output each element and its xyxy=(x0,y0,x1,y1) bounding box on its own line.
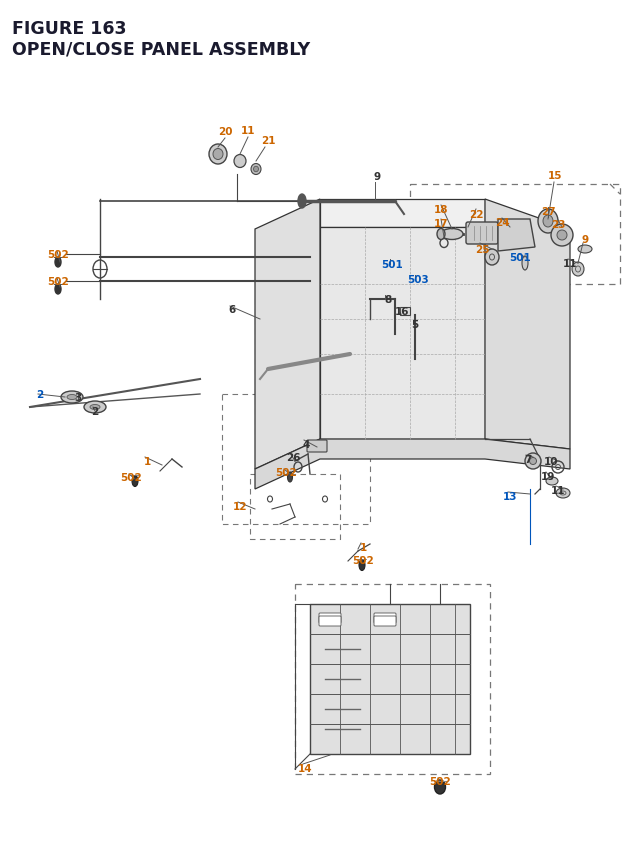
Ellipse shape xyxy=(287,473,292,482)
Text: 12: 12 xyxy=(233,501,247,511)
Text: 1: 1 xyxy=(360,542,367,553)
FancyBboxPatch shape xyxy=(307,441,327,453)
Text: 11: 11 xyxy=(563,258,577,269)
Text: OPEN/CLOSE PANEL ASSEMBLY: OPEN/CLOSE PANEL ASSEMBLY xyxy=(12,40,310,58)
Text: 502: 502 xyxy=(47,250,69,260)
Ellipse shape xyxy=(522,257,528,270)
Polygon shape xyxy=(320,200,485,228)
Text: 2: 2 xyxy=(36,389,44,400)
Polygon shape xyxy=(498,220,535,251)
Polygon shape xyxy=(255,439,570,489)
Text: 14: 14 xyxy=(298,763,312,773)
Text: 502: 502 xyxy=(352,555,374,566)
Ellipse shape xyxy=(213,149,223,160)
Ellipse shape xyxy=(359,560,365,571)
Ellipse shape xyxy=(572,263,584,276)
Polygon shape xyxy=(485,200,570,449)
Text: 22: 22 xyxy=(468,210,483,220)
Ellipse shape xyxy=(557,231,567,241)
Text: 21: 21 xyxy=(260,136,275,146)
Ellipse shape xyxy=(543,216,553,228)
Text: 502: 502 xyxy=(275,468,297,478)
Ellipse shape xyxy=(55,285,61,294)
Ellipse shape xyxy=(435,780,445,794)
Text: 8: 8 xyxy=(385,294,392,305)
Text: 26: 26 xyxy=(285,453,300,462)
FancyBboxPatch shape xyxy=(466,223,498,245)
Polygon shape xyxy=(310,604,470,754)
Text: 23: 23 xyxy=(551,220,565,230)
Text: 15: 15 xyxy=(548,170,563,181)
Ellipse shape xyxy=(90,405,100,410)
Text: 9: 9 xyxy=(373,172,381,182)
Text: 13: 13 xyxy=(503,492,517,501)
Ellipse shape xyxy=(556,488,570,499)
Text: 9: 9 xyxy=(581,235,589,245)
Ellipse shape xyxy=(84,401,106,413)
Text: 25: 25 xyxy=(475,245,489,255)
Text: 501: 501 xyxy=(509,253,531,263)
Text: 4: 4 xyxy=(302,439,310,449)
Ellipse shape xyxy=(253,167,259,172)
Polygon shape xyxy=(320,228,485,439)
Text: 6: 6 xyxy=(228,305,236,314)
Ellipse shape xyxy=(55,257,61,268)
Ellipse shape xyxy=(551,225,573,247)
FancyBboxPatch shape xyxy=(319,616,341,626)
Text: FIGURE 163: FIGURE 163 xyxy=(12,20,127,38)
Ellipse shape xyxy=(529,458,536,465)
Ellipse shape xyxy=(132,476,138,487)
Text: 502: 502 xyxy=(47,276,69,287)
Ellipse shape xyxy=(538,210,558,233)
Text: 5: 5 xyxy=(412,319,419,330)
Ellipse shape xyxy=(298,195,306,208)
Text: 10: 10 xyxy=(544,456,558,467)
Ellipse shape xyxy=(578,245,592,254)
FancyBboxPatch shape xyxy=(400,307,410,316)
Polygon shape xyxy=(255,200,320,469)
Text: 16: 16 xyxy=(395,307,409,317)
Text: 502: 502 xyxy=(120,473,142,482)
Ellipse shape xyxy=(525,454,541,469)
Ellipse shape xyxy=(485,250,499,266)
Ellipse shape xyxy=(234,155,246,168)
Text: 7: 7 xyxy=(524,455,532,464)
Text: 24: 24 xyxy=(495,218,509,228)
Text: 19: 19 xyxy=(541,472,555,481)
Ellipse shape xyxy=(441,229,463,240)
Text: 2: 2 xyxy=(92,406,99,417)
Ellipse shape xyxy=(61,392,83,404)
Text: 1: 1 xyxy=(143,456,150,467)
Text: 11: 11 xyxy=(241,126,255,136)
FancyBboxPatch shape xyxy=(374,616,396,626)
FancyBboxPatch shape xyxy=(319,613,341,623)
Ellipse shape xyxy=(67,395,77,400)
Ellipse shape xyxy=(437,229,445,240)
Text: 3: 3 xyxy=(74,393,82,403)
FancyBboxPatch shape xyxy=(374,613,396,623)
Text: 503: 503 xyxy=(407,275,429,285)
Text: 17: 17 xyxy=(434,219,448,229)
Text: 502: 502 xyxy=(429,776,451,786)
Ellipse shape xyxy=(251,164,261,176)
Text: 501: 501 xyxy=(381,260,403,269)
Ellipse shape xyxy=(546,478,558,486)
Text: 18: 18 xyxy=(434,205,448,214)
Ellipse shape xyxy=(209,145,227,164)
Text: 27: 27 xyxy=(541,207,556,217)
Text: 11: 11 xyxy=(551,486,565,495)
Text: 20: 20 xyxy=(218,127,232,137)
